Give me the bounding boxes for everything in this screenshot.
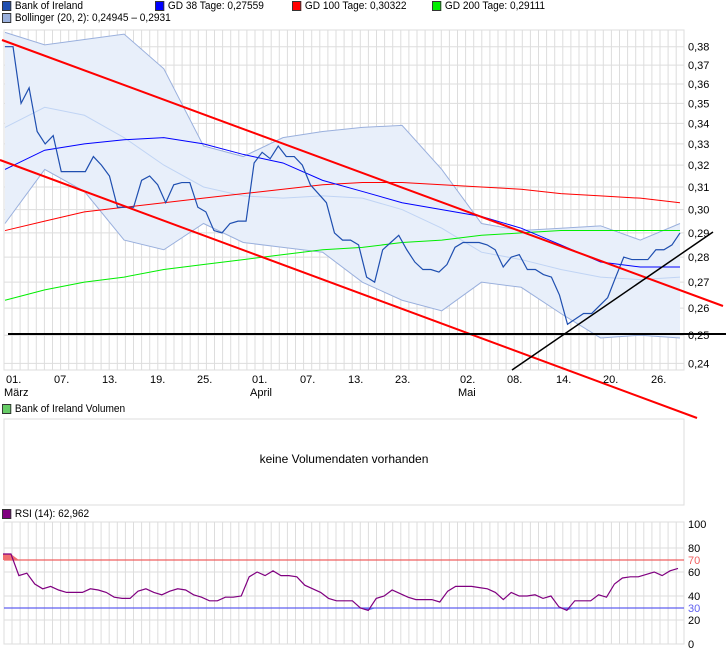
gd100-swatch [292, 1, 302, 11]
y-tick-label: 0,35 [688, 98, 709, 110]
x-tick-label: 14. [556, 374, 571, 386]
price-swatch [2, 1, 12, 11]
no-volume-message: keine Volumendaten vorhanden [259, 452, 429, 466]
x-tick-label: 01. [6, 374, 21, 386]
trendlines [0, 39, 726, 419]
price-line [5, 46, 681, 326]
legend-price: Bank of Ireland [2, 0, 83, 12]
y-tick-label: 0,38 [688, 42, 709, 54]
x-tick-label: 13. [348, 374, 363, 386]
rsi-oversold-fill [558, 608, 567, 611]
legend-gd200-label: GD 200 Tage: 0,29111 [444, 0, 546, 12]
rsi-grid [3, 521, 685, 645]
y-tick-label: 0,34 [688, 118, 709, 130]
x-tick-label: 02. [460, 374, 475, 386]
legend-gd38: GD 38 Tage: 0,27559 [155, 0, 264, 12]
gd100-line [4, 182, 681, 232]
rsi-oversold-fill [368, 608, 377, 611]
rsi-y-tick-label: 80 [688, 543, 700, 555]
y-tick-label: 0,26 [688, 303, 709, 315]
legend-gd200: GD 200 Tage: 0,29111 [432, 0, 545, 12]
x-month-label: Mai [458, 387, 476, 399]
gd200-line [4, 230, 680, 301]
y-tick-label: 0,37 [688, 60, 709, 72]
gd38-swatch [155, 1, 165, 11]
y-tick-label: 0,24 [688, 358, 709, 370]
y-tick-label: 0,33 [688, 139, 709, 151]
bollinger-middle-line [4, 106, 681, 281]
x-tick-label: 07. [54, 374, 69, 386]
legend-gd100: GD 100 Tage: 0,30322 [292, 0, 407, 12]
rising-trendline [511, 231, 714, 371]
bollinger-swatch [2, 13, 12, 23]
x-month-label: April [250, 387, 272, 399]
x-tick-label: 19. [150, 374, 165, 386]
rsi-overbought-fill [3, 554, 11, 560]
bollinger-upper-line [4, 31, 681, 241]
x-tick-label: 20. [603, 374, 618, 386]
rsi-y-tick-label: 100 [688, 519, 706, 531]
rsi-y-tick-label: 0 [688, 639, 694, 651]
legend-gd38-label: GD 38 Tage: 0,27559 [167, 0, 264, 12]
rsi-line [3, 553, 679, 612]
x-tick-label: 13. [102, 374, 117, 386]
y-tick-label: 0,28 [688, 252, 709, 264]
rsi-y-tick-label: 60 [688, 567, 700, 579]
rsi-y-tick-label: 20 [688, 615, 700, 627]
rsi-y-tick-label: 30 [688, 603, 700, 615]
x-tick-label: 01. [252, 374, 267, 386]
x-tick-label: 25. [197, 374, 212, 386]
legend-volume-label: Bank of Ireland Volumen [14, 403, 126, 415]
legend-bollinger: Bollinger (20, 2): 0,24945 – 0,2931 [2, 12, 171, 24]
main-marks [4, 31, 681, 339]
x-tick-label: 08. [507, 374, 522, 386]
x-tick-label: 23. [395, 374, 410, 386]
rsi-marks [3, 553, 684, 612]
volume-panel-frame [3, 418, 685, 506]
axis-labels: 0,38 0,37 0,36 0,35 0,34 0,33 0,32 0,31 0,30 0,29… [4, 42, 709, 651]
gd200-swatch [432, 1, 442, 11]
legend-rsi: RSI (14): 62,962 [2, 508, 89, 520]
legend-rsi-label: RSI (14): 62,962 [14, 508, 90, 520]
volume-swatch [2, 404, 12, 414]
y-tick-label: 0,31 [688, 182, 709, 194]
lower-channel-trendline [0, 159, 698, 419]
y-tick-label: 0,29 [688, 228, 709, 240]
y-tick-label: 0,30 [688, 205, 709, 217]
y-tick-label: 0,27 [688, 277, 709, 289]
upper-channel-trendline [1, 39, 724, 307]
bollinger-lower-line [4, 168, 681, 339]
legend-volume: Bank of Ireland Volumen [2, 403, 125, 415]
y-tick-label: 0,25 [688, 330, 709, 342]
rsi-y-tick-label: 40 [688, 591, 700, 603]
x-tick-label: 26. [651, 374, 666, 386]
legend-gd100-label: GD 100 Tage: 0,30322 [304, 0, 407, 12]
legend-price-label: Bank of Ireland [14, 0, 83, 12]
y-tick-label: 0,32 [688, 160, 709, 172]
legend-bollinger-label: Bollinger (20, 2): 0,24945 – 0,2931 [14, 12, 171, 24]
x-month-label: März [4, 387, 28, 399]
rsi-y-tick-label: 70 [688, 555, 700, 567]
y-tick-label: 0,36 [688, 79, 709, 91]
bollinger-band-fill [5, 32, 680, 338]
x-tick-label: 07. [300, 374, 315, 386]
rsi-swatch [2, 509, 12, 519]
